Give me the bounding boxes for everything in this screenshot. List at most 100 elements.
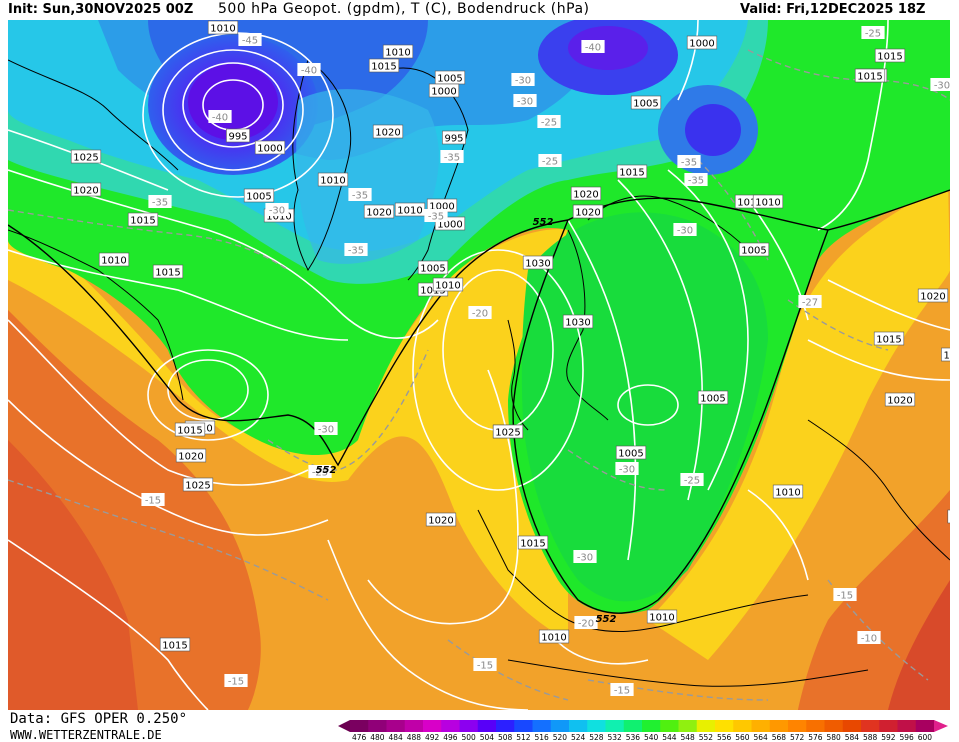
temperature-label: -15 — [228, 677, 244, 688]
legend-swatch — [533, 720, 552, 732]
pressure-label: 1005 — [741, 246, 766, 257]
legend-tick-label: 580 — [826, 733, 841, 741]
pressure-label: 1025 — [495, 428, 520, 439]
legend-tick-label: 516 — [534, 733, 549, 741]
legend-tick-label: 500 — [461, 733, 476, 741]
polar-low-core — [188, 64, 278, 140]
legend-tick-label: 548 — [680, 733, 695, 741]
pressure-label: 1005 — [437, 74, 462, 85]
pressure-label: 1010 — [210, 24, 235, 35]
pressure-label: 1010 — [775, 488, 800, 499]
legend-swatch — [624, 720, 643, 732]
legend-tick-label: 544 — [662, 733, 677, 741]
pressure-label: 1005 — [618, 449, 643, 460]
legend-max-arrow — [934, 720, 948, 732]
legend-tick-label: 584 — [845, 733, 860, 741]
pressure-label: 1005 — [420, 264, 445, 275]
pressure-label: 1025 — [185, 481, 210, 492]
temperature-label: -20 — [472, 309, 488, 320]
pressure-label: 995 — [228, 132, 247, 143]
legend-swatch — [733, 720, 752, 732]
temperature-label: -30 — [934, 81, 950, 92]
pressure-label: 1015 — [155, 268, 180, 279]
temperature-label: -30 — [677, 226, 693, 237]
pressure-label: 102 — [943, 351, 950, 362]
legend-swatch — [770, 720, 789, 732]
website-label: WWW.WETTERZENTRALE.DE — [10, 728, 162, 742]
temperature-label: -25 — [541, 118, 557, 129]
pressure-label: 1015 — [162, 641, 187, 652]
legend-tick-label: 560 — [735, 733, 750, 741]
legend-tick-label: 484 — [388, 733, 403, 741]
legend-swatch — [642, 720, 661, 732]
legend-tick-label: 492 — [425, 733, 440, 741]
legend-swatch — [496, 720, 515, 732]
temperature-label: -40 — [212, 113, 228, 124]
polar-low-barents-core — [685, 104, 741, 156]
temperature-label: -35 — [352, 191, 368, 202]
temperature-label: -30 — [517, 97, 533, 108]
pressure-label: 995 — [444, 134, 463, 145]
geopotential-label: 552 — [596, 614, 617, 625]
greenland-shade — [296, 89, 439, 264]
pressure-label: 1010 — [320, 176, 345, 187]
pressure-label: 1010 — [435, 281, 460, 292]
legend-swatch — [879, 720, 898, 732]
pressure-label: 1020 — [178, 452, 203, 463]
pressure-label: 1020 — [375, 128, 400, 139]
legend-tick-label: 600 — [918, 733, 933, 741]
pressure-label: 1015 — [520, 539, 545, 550]
legend-swatch — [660, 720, 679, 732]
init-time-label: Init: Sun,30NOV2025 00Z — [8, 2, 193, 17]
temperature-label: -20 — [578, 619, 594, 630]
temperature-label: -15 — [145, 496, 161, 507]
temperature-label: -25 — [865, 29, 881, 40]
pressure-label: 1000 — [689, 39, 714, 50]
temperature-label: -35 — [688, 176, 704, 187]
legend-tick-label: 504 — [480, 733, 495, 741]
temperature-label: -40 — [585, 43, 601, 54]
legend-swatch — [788, 720, 807, 732]
temperature-label: -35 — [152, 198, 168, 209]
legend-swatch — [679, 720, 698, 732]
temperature-label: -30 — [577, 553, 593, 564]
pressure-label: 1015 — [177, 426, 202, 437]
legend-swatch — [514, 720, 533, 732]
pressure-label: 1030 — [525, 259, 550, 270]
pressure-label: 1020 — [920, 292, 945, 303]
temperature-label: -15 — [837, 591, 853, 602]
pressure-label: 1015 — [857, 72, 882, 83]
temperature-label: -15 — [614, 686, 630, 697]
legend-tick-label: 540 — [644, 733, 659, 741]
legend-tick-label: 532 — [607, 733, 622, 741]
map-canvas: 1010101010151005100099510001020995100010… — [8, 20, 950, 710]
legend-swatch — [861, 720, 880, 732]
legend-tick-label: 568 — [772, 733, 787, 741]
pressure-label: 1000 — [431, 87, 456, 98]
legend-tick-label: 512 — [516, 733, 531, 741]
legend-swatch — [569, 720, 588, 732]
temperature-label: -35 — [681, 158, 697, 169]
legend-swatch — [715, 720, 734, 732]
temperature-label: -10 — [861, 634, 877, 645]
temperature-label: -30 — [619, 465, 635, 476]
legend-tick-label: 480 — [370, 733, 385, 741]
pressure-label: 1015 — [876, 335, 901, 346]
legend-swatch — [843, 720, 862, 732]
temperature-label: -35 — [428, 212, 444, 223]
temperature-label: -35 — [348, 246, 364, 257]
legend-tick-label: 476 — [352, 733, 367, 741]
temperature-label: -30 — [318, 425, 334, 436]
legend-tick-label: 528 — [589, 733, 604, 741]
temperature-label: -25 — [542, 157, 558, 168]
legend-swatch — [697, 720, 716, 732]
temperature-label: -25 — [684, 476, 700, 487]
pressure-label: 1005 — [700, 394, 725, 405]
pressure-label: 1030 — [565, 318, 590, 329]
pressure-label: 1025 — [73, 153, 98, 164]
parameter-title: 500 hPa Geopot. (gpdm), T (C), Bodendruc… — [218, 2, 589, 17]
legend-tick-label: 508 — [498, 733, 513, 741]
pressure-label: 1015 — [619, 168, 644, 179]
pressure-label: 1020 — [73, 186, 98, 197]
